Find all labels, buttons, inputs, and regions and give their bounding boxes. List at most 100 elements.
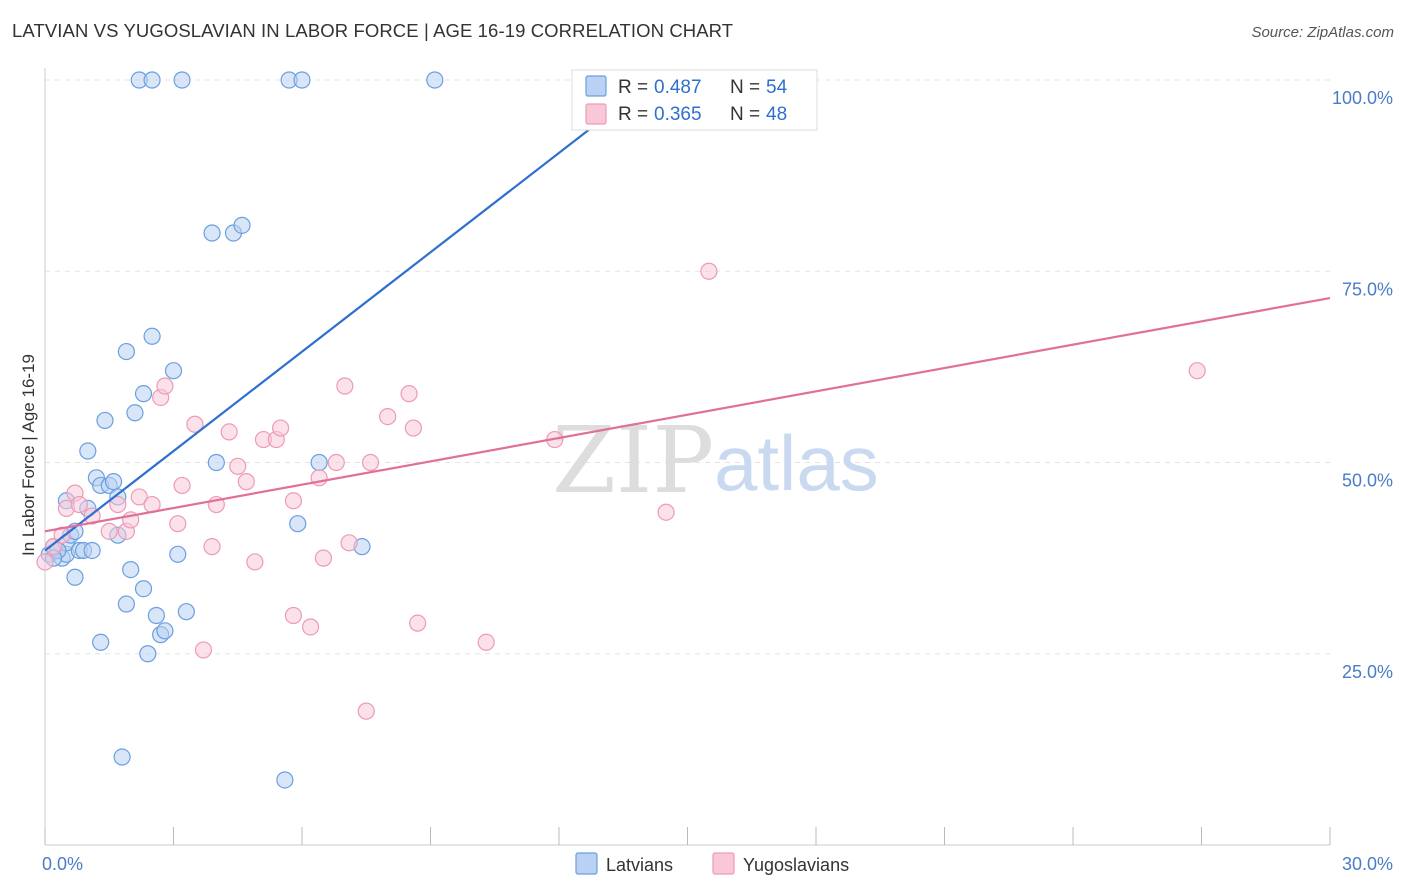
bottom-legend: Latvians Yugoslavians [575,852,849,875]
y-tick-label-0: 25.0% [1342,662,1393,682]
trend-line-yugoslavians [44,296,1331,533]
point-latvians-48 [293,71,311,89]
watermark-zip: ZIP [552,407,714,514]
point-yugoslavians-35 [340,534,358,552]
ticks-layer: 25.0% 50.0% 75.0% 100.0% 0.0% 30.0% [42,88,1393,874]
point-yugoslavians-32 [314,549,333,567]
trend-line-latvians [44,79,654,552]
point-yugoslavians-36 [357,702,375,720]
point-latvians-42 [207,453,225,472]
point-yugoslavians-19 [203,538,221,556]
point-latvians-18 [96,411,114,430]
point-latvians-40 [177,603,195,621]
point-latvians-39 [173,71,191,89]
point-yugoslavians-46 [700,262,718,280]
legend-r-value-latvians: 0.487 [654,77,702,98]
grid-layer [45,79,1330,655]
legend-n-label-yugoslavians: N = [730,104,760,125]
point-latvians-33 [143,327,161,345]
y-tick-label-1: 50.0% [1342,471,1393,491]
point-yugoslavians-18 [194,641,213,659]
watermark-atlas: atlas [714,419,879,507]
top-legend: R = 0.487 N = 54 R = 0.365 N = 48 [571,69,818,131]
point-latvians-23 [113,748,131,766]
point-latvians-24 [117,342,135,361]
point-yugoslavians-34 [336,377,354,395]
point-yugoslavians-29 [284,606,303,625]
point-yugoslavians-27 [271,419,290,437]
bottom-legend-swatch-latvians [575,852,598,875]
point-latvians-38 [169,545,187,563]
point-yugoslavians-42 [477,633,495,651]
legend-r-value-yugoslavians: 0.365 [654,104,702,125]
point-yugoslavians-45 [657,503,675,521]
legend-n-value-yugoslavians: 48 [766,104,787,125]
point-latvians-44 [233,216,251,234]
y-tick-label-2: 75.0% [1342,279,1393,299]
point-latvians-36 [156,622,174,640]
point-yugoslavians-21 [220,423,238,441]
point-latvians-47 [289,515,307,533]
point-yugoslavians-14 [156,377,174,395]
chart-title: LATVIAN VS YUGOSLAVIAN IN LABOR FORCE | … [12,20,734,41]
trend-layer [44,79,1331,552]
point-yugoslavians-5 [70,495,88,514]
point-yugoslavians-47 [1188,362,1206,380]
point-yugoslavians-28 [284,492,303,510]
point-latvians-31 [139,645,157,663]
legend-r-label-latvians: R = [618,77,648,98]
point-latvians-25 [117,595,135,613]
point-latvians-20 [104,473,123,491]
point-latvians-30 [134,385,153,403]
point-yugoslavians-15 [169,515,187,533]
point-latvians-16 [92,633,110,651]
point-latvians-29 [134,580,153,598]
bottom-legend-swatch-yugoslavians [712,852,735,875]
point-latvians-49 [310,453,328,472]
y-axis-label: In Labor Force | Age 16-19 [19,354,38,556]
point-yugoslavians-24 [246,553,264,571]
point-yugoslavians-38 [379,408,397,426]
point-yugoslavians-1 [44,538,63,556]
point-latvians-13 [79,442,97,460]
point-yugoslavians-22 [229,457,247,475]
point-latvians-26 [122,560,140,579]
x-tick-label-1: 30.0% [1342,854,1393,874]
point-latvians-37 [164,362,183,380]
point-yugoslavians-40 [404,419,422,437]
bottom-legend-label-latvians: Latvians [606,855,673,875]
point-latvians-51 [426,71,444,89]
legend-swatch-yugoslavians [585,103,607,125]
point-latvians-32 [143,71,161,89]
point-yugoslavians-7 [100,522,118,540]
point-yugoslavians-0 [36,553,54,571]
legend-n-label-latvians: N = [730,77,760,98]
point-yugoslavians-30 [301,618,320,636]
point-latvians-45 [276,771,294,789]
point-yugoslavians-23 [237,473,255,491]
watermark: ZIP atlas [552,407,879,514]
legend-swatch-latvians [585,75,607,97]
point-yugoslavians-11 [130,488,148,506]
points-layer [36,71,1206,789]
point-yugoslavians-39 [400,385,418,403]
legend-n-value-latvians: 54 [766,77,788,98]
point-latvians-9 [66,568,84,586]
point-yugoslavians-41 [409,614,427,632]
point-latvians-41 [203,224,221,242]
point-latvians-14 [83,541,101,560]
y-tick-label-3: 100.0% [1332,88,1393,108]
point-latvians-27 [126,404,144,422]
point-yugoslavians-37 [361,453,380,472]
legend-box [571,69,818,131]
point-yugoslavians-16 [173,476,191,495]
x-tick-label-0: 0.0% [42,854,83,874]
point-yugoslavians-8 [109,495,127,514]
point-yugoslavians-17 [186,415,204,433]
point-yugoslavians-33 [327,453,345,472]
axes-layer [44,68,1331,846]
bottom-legend-label-yugoslavians: Yugoslavians [743,855,849,875]
point-latvians-34 [147,606,165,625]
legend-r-label-yugoslavians: R = [618,104,648,125]
